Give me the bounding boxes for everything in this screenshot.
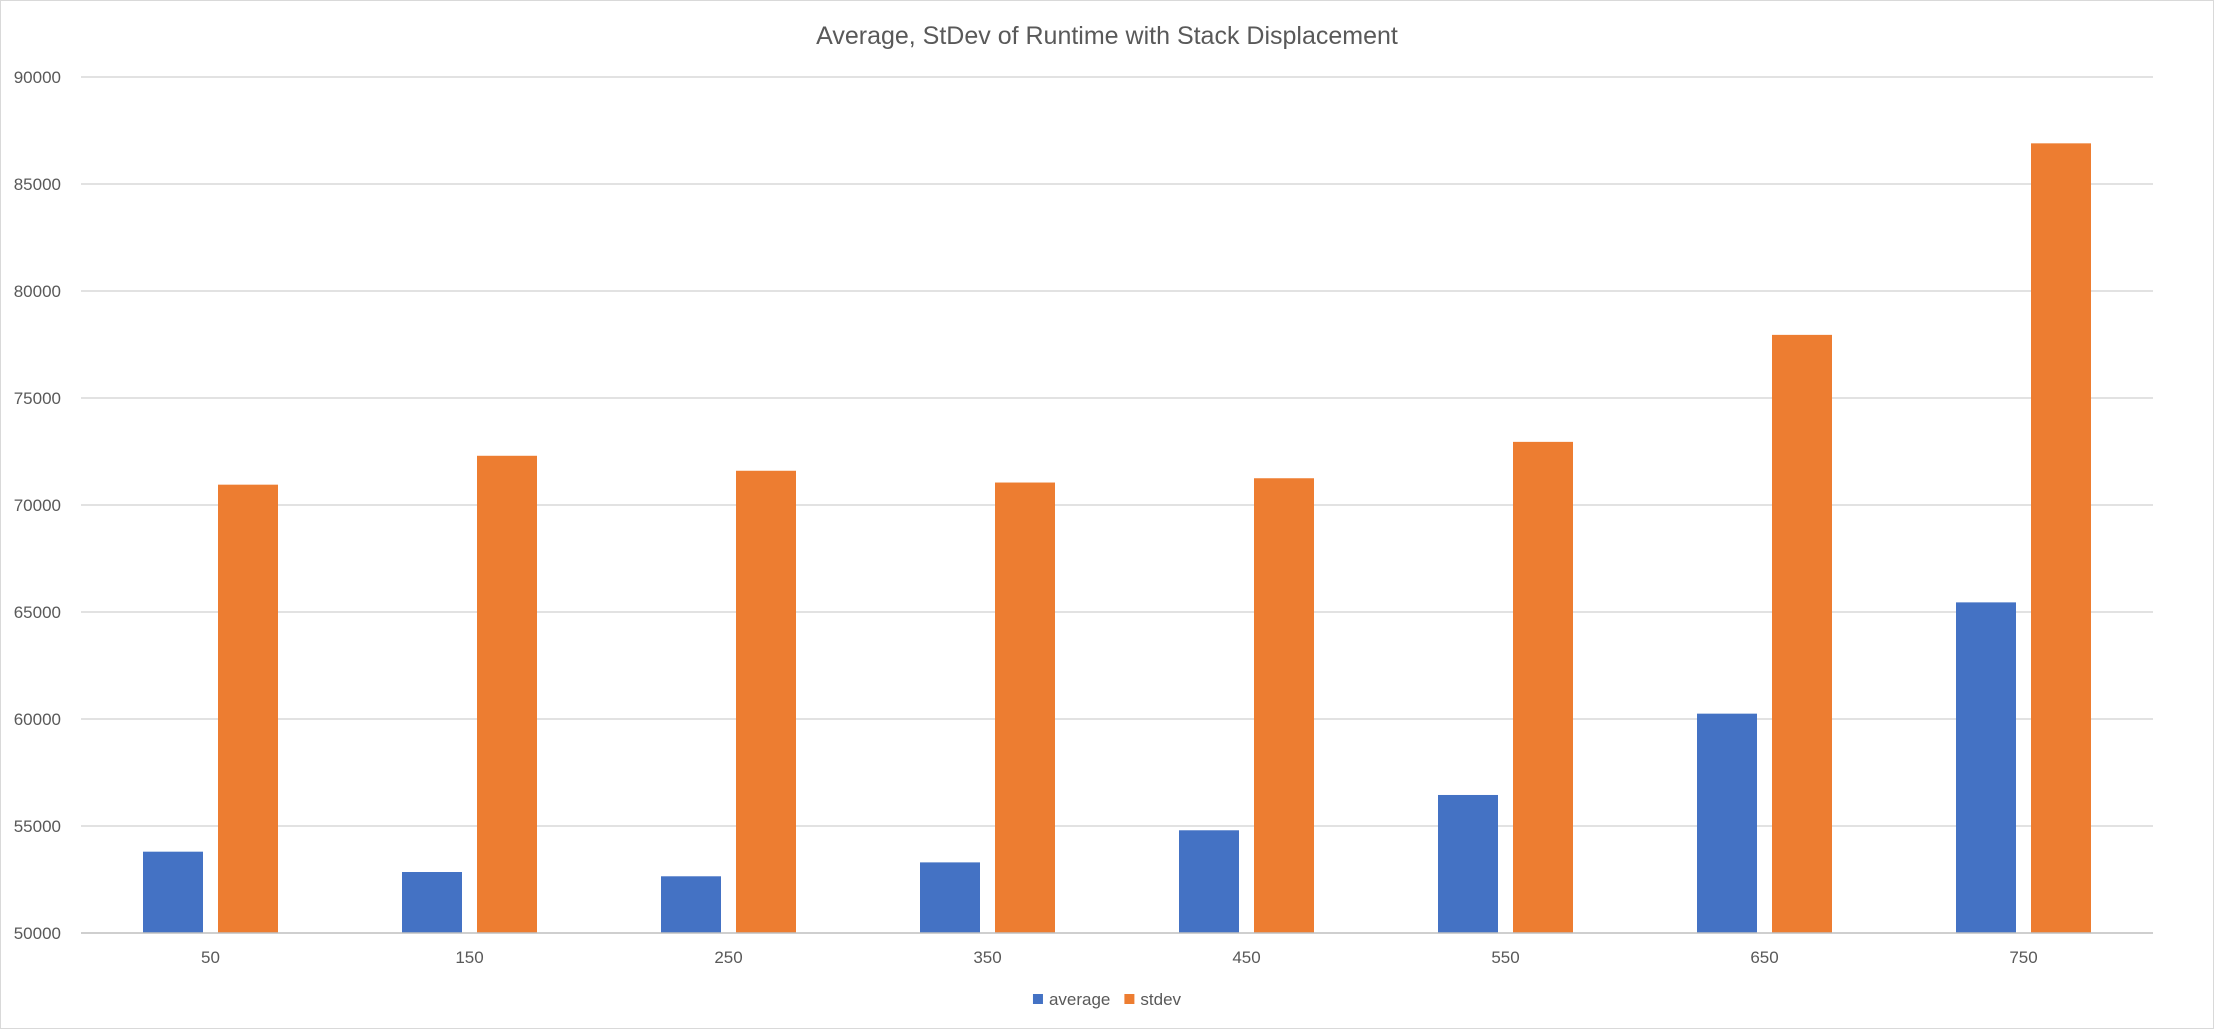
bar-average-450 [1179, 830, 1239, 933]
bar-stdev-350 [995, 482, 1055, 933]
bar-average-750 [1956, 602, 2016, 933]
gridlines [81, 76, 2153, 827]
x-tick-label: 50 [201, 948, 220, 967]
x-tick-label: 450 [1232, 948, 1260, 967]
x-tick-label: 550 [1491, 948, 1519, 967]
bar-stdev-450 [1254, 478, 1314, 933]
y-tick-label: 70000 [14, 496, 61, 515]
bar-stdev-750 [2031, 143, 2091, 934]
bar-stdev-650 [1772, 334, 1832, 933]
x-tick-label: 150 [455, 948, 483, 967]
legend-label-average: average [1049, 990, 1110, 1009]
x-tick-label: 650 [1750, 948, 1778, 967]
y-tick-label: 65000 [14, 603, 61, 622]
chart-title: Average, StDev of Runtime with Stack Dis… [816, 22, 1398, 50]
bar-average-550 [1438, 794, 1498, 933]
legend-swatch-stdev [1124, 994, 1135, 1004]
y-tick-label: 90000 [14, 68, 61, 87]
legend: average stdev [1032, 990, 1182, 1009]
y-tick-label: 80000 [14, 282, 61, 301]
x-axis-tick-labels: 50 150 250 350 450 550 650 750 [201, 948, 2038, 967]
bar-average-650 [1697, 713, 1757, 933]
y-tick-label: 75000 [14, 389, 61, 408]
x-tick-label: 750 [2009, 948, 2037, 967]
y-tick-label: 50000 [14, 924, 61, 943]
y-tick-label: 85000 [14, 175, 61, 194]
y-tick-label: 55000 [14, 817, 61, 836]
bars [143, 143, 2091, 934]
bar-stdev-150 [477, 455, 537, 933]
bar-average-50 [143, 851, 203, 933]
x-tick-label: 250 [714, 948, 742, 967]
y-axis-tick-labels: 50000 55000 60000 65000 70000 75000 80000 85000… [14, 68, 61, 943]
y-tick-label: 60000 [14, 710, 61, 729]
legend-swatch-average [1032, 994, 1043, 1004]
legend-label-stdev: stdev [1140, 990, 1181, 1009]
x-tick-label: 350 [973, 948, 1001, 967]
bar-stdev-550 [1513, 441, 1573, 933]
bar-stdev-50 [218, 484, 278, 933]
bar-average-150 [402, 872, 462, 933]
bar-stdev-250 [736, 470, 796, 933]
bar-average-250 [661, 876, 721, 933]
bar-average-350 [920, 862, 980, 933]
